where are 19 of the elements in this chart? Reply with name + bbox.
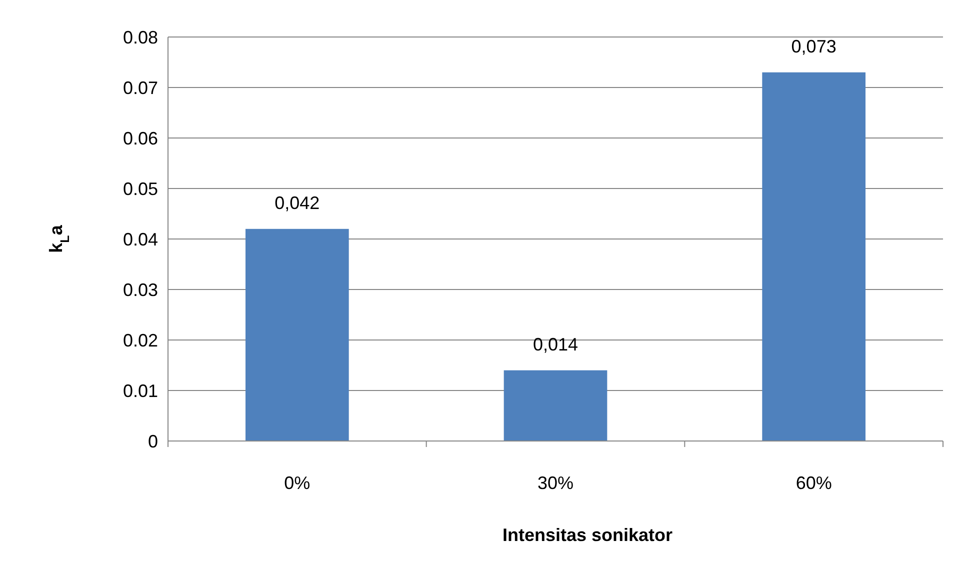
y-tick-label: 0.01 xyxy=(122,380,158,401)
bar xyxy=(762,72,866,441)
x-tick-label: 0% xyxy=(284,473,310,493)
y-tick-label: 0.02 xyxy=(122,330,158,350)
bar xyxy=(246,228,349,441)
x-tick-label: 30% xyxy=(537,473,574,493)
x-tick-label: 60% xyxy=(796,473,832,493)
data-label: 0,042 xyxy=(274,192,320,213)
y-tick-label: 0.04 xyxy=(122,229,158,250)
bar xyxy=(504,370,608,441)
data-label: 0,014 xyxy=(532,334,578,354)
y-tick-label: 0.03 xyxy=(122,280,158,300)
y-tick-label: 0.07 xyxy=(122,78,158,98)
y-tick-label: 0.08 xyxy=(122,27,158,48)
x-axis-title: Intensitas sonikator xyxy=(502,525,673,545)
data-label: 0,073 xyxy=(791,36,836,56)
y-tick-label: 0.06 xyxy=(122,128,158,148)
y-tick-label: 0.05 xyxy=(122,178,158,199)
y-tick-label: 0 xyxy=(148,431,158,452)
